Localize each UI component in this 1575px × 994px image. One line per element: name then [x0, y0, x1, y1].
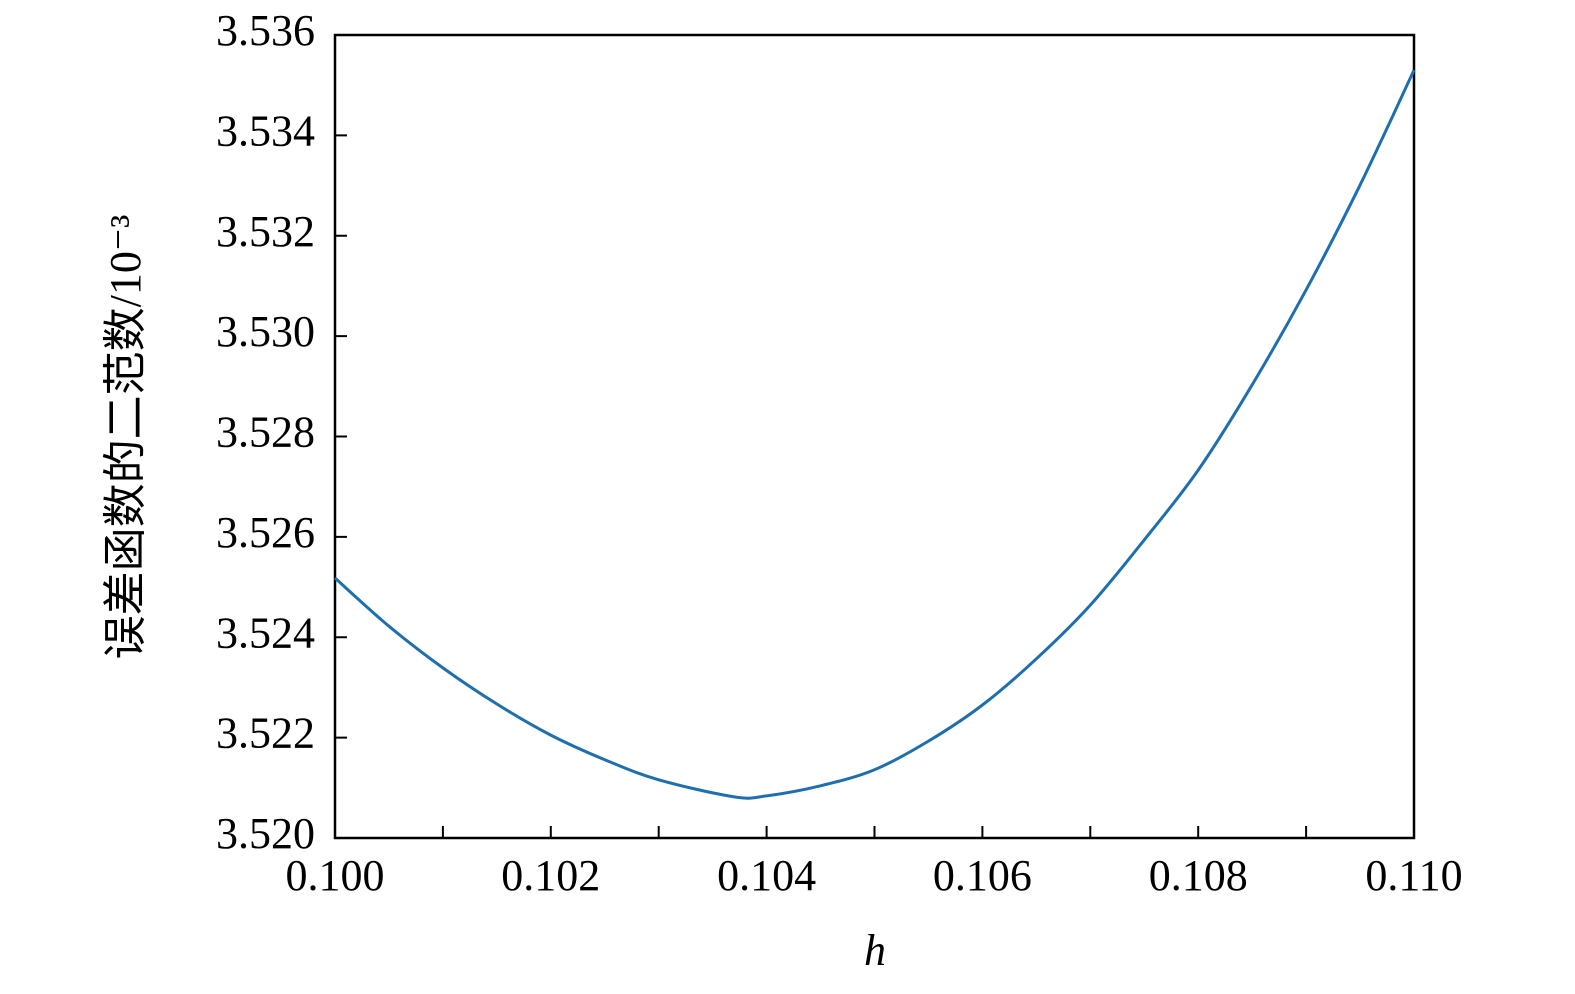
y-tick-label: 3.522	[216, 709, 315, 758]
y-tick-label: 3.530	[216, 307, 315, 356]
x-tick-label: 0.106	[933, 851, 1032, 900]
x-tick-label: 0.104	[717, 851, 816, 900]
x-tick-label: 0.108	[1149, 851, 1248, 900]
x-tick-label: 0.100	[286, 851, 385, 900]
y-axis-label: 误差函数的二范数/10⁻³	[101, 215, 150, 660]
data-line	[334, 69, 1416, 800]
x-tick-label: 0.110	[1365, 851, 1462, 900]
y-tick-label: 3.524	[216, 608, 315, 657]
x-axis-label: h	[864, 926, 886, 975]
y-tick-label: 3.532	[216, 207, 315, 256]
y-tick-label: 3.536	[216, 6, 315, 55]
y-tick-label: 3.520	[216, 809, 315, 858]
x-tick-label: 0.102	[501, 851, 600, 900]
y-tick-label: 3.526	[216, 508, 315, 557]
y-tick-label: 3.534	[216, 106, 315, 155]
y-tick-label: 3.528	[216, 408, 315, 457]
plot-frame	[333, 33, 1416, 840]
